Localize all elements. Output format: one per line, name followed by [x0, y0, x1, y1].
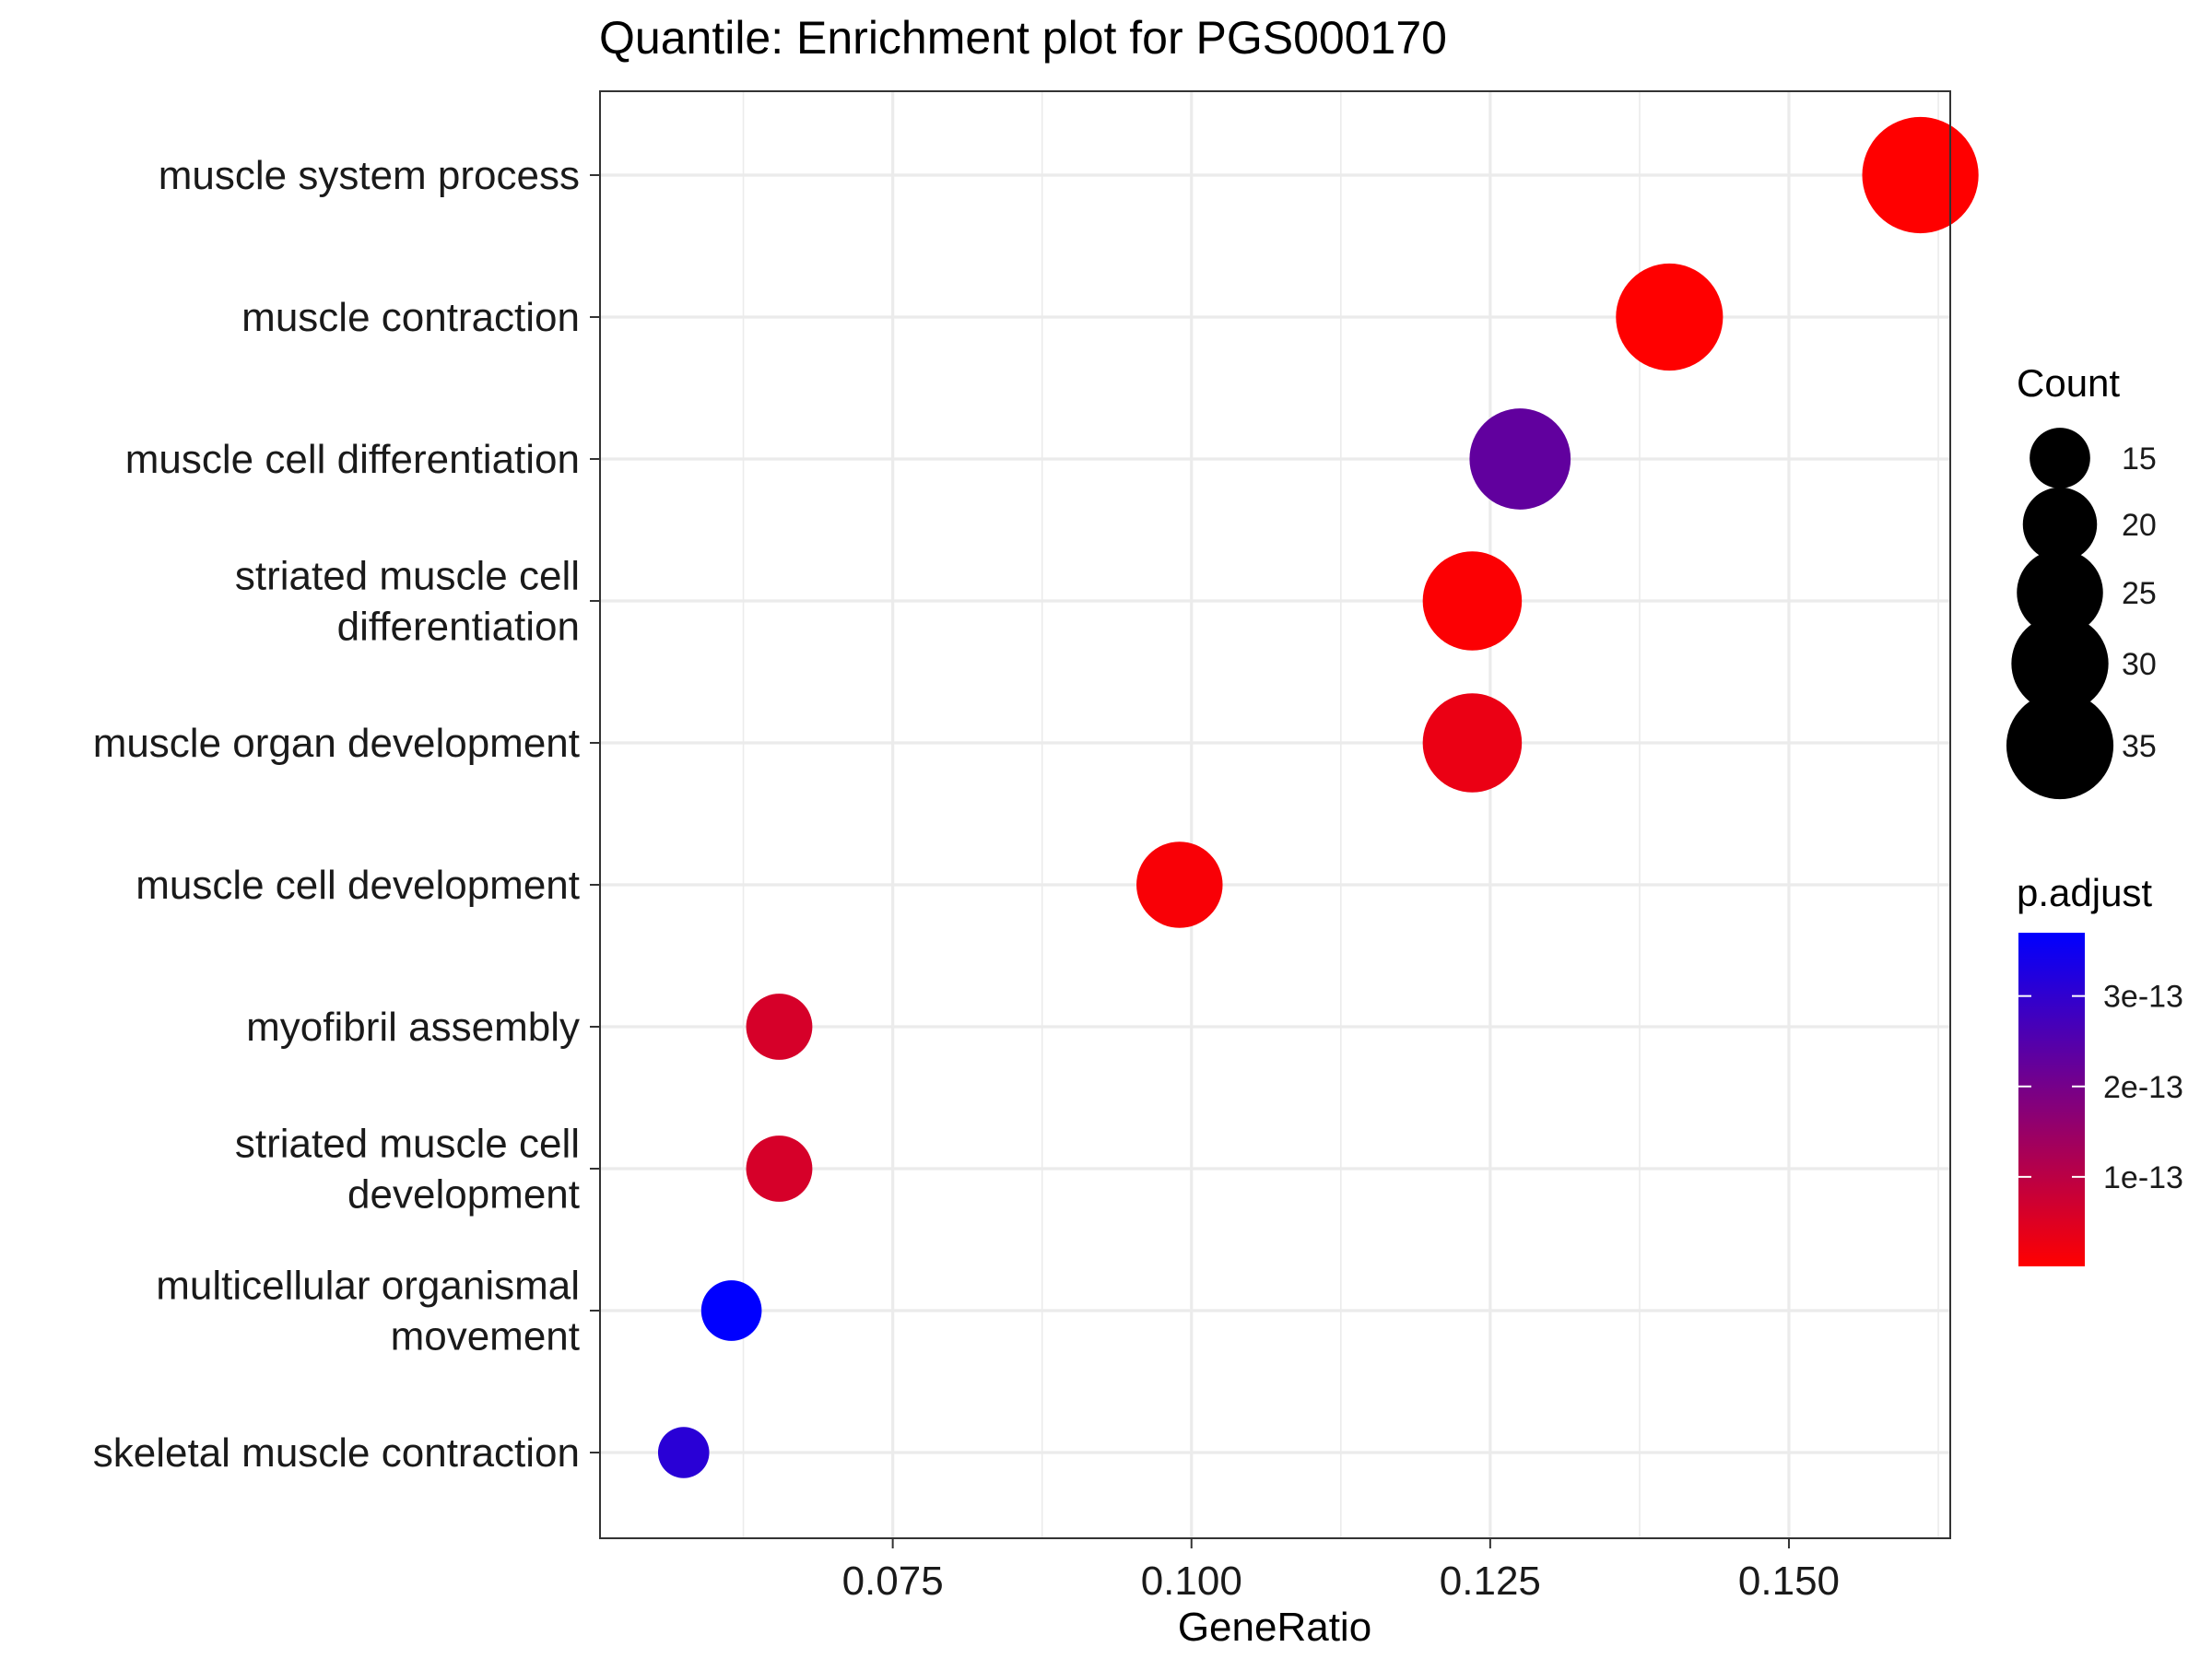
- color-legend-label: 2e-13: [2103, 1070, 2183, 1105]
- y-tick-label: muscle cell differentiation: [125, 437, 580, 482]
- data-point: [746, 1135, 813, 1202]
- y-tick-label: muscle cell development: [135, 863, 580, 908]
- y-tick-label: striated muscle cell: [235, 554, 580, 599]
- data-point: [746, 994, 813, 1060]
- size-legend-label: 20: [2122, 508, 2157, 543]
- color-legend-label: 3e-13: [2103, 980, 2183, 1015]
- chart-title: Quantile: Enrichment plot for PGS000170: [599, 12, 1447, 64]
- size-legend-key: [2006, 691, 2114, 800]
- data-point: [700, 1280, 762, 1341]
- size-legend-label: 15: [2122, 441, 2157, 477]
- data-point: [1862, 116, 1979, 234]
- size-legend-label: 30: [2122, 647, 2157, 682]
- x-axis-label: GeneRatio: [1178, 1605, 1371, 1650]
- y-tick-label: myofibril assembly: [246, 1005, 580, 1050]
- size-legend-key: [2017, 549, 2103, 636]
- x-tick-label: 0.150: [1738, 1559, 1840, 1604]
- x-tick-label: 0.100: [1141, 1559, 1242, 1604]
- x-tick-label: 0.075: [842, 1559, 944, 1604]
- y-tick-label: muscle contraction: [241, 295, 580, 340]
- data-point: [1422, 693, 1523, 793]
- color-legend-title: p.adjust: [2017, 871, 2152, 914]
- data-point: [1422, 551, 1523, 651]
- size-legend-title: Count: [2017, 361, 2120, 405]
- data-points: [657, 116, 1979, 1478]
- y-tick-label: multicellular organismal: [156, 1264, 580, 1309]
- y-tick-label: striated muscle cell: [235, 1122, 580, 1167]
- size-legend-key: [2030, 428, 2090, 488]
- y-tick-label: muscle system process: [159, 153, 580, 198]
- y-tick-label: skeletal muscle contraction: [93, 1430, 580, 1476]
- grid-lines: [600, 91, 1950, 1538]
- y-tick-label: muscle organ development: [93, 721, 580, 766]
- color-legend: p.adjust 3e-13 2e-13 1e-13: [2017, 871, 2183, 1266]
- y-axis: muscle system process muscle contraction m…: [93, 153, 600, 1476]
- size-legend-label: 35: [2122, 729, 2157, 764]
- color-bar: [2018, 933, 2085, 1266]
- size-legend-key: [2022, 487, 2098, 562]
- size-legend-label: 25: [2122, 576, 2157, 611]
- size-legend-key: [2011, 615, 2109, 712]
- x-tick-label: 0.125: [1440, 1559, 1541, 1604]
- plot-panel: [600, 91, 1950, 1538]
- plot-border: [599, 90, 1951, 1539]
- x-axis: 0.075 0.100 0.125 0.150: [842, 1538, 1840, 1604]
- y-tick-label: development: [347, 1172, 580, 1218]
- color-legend-label: 1e-13: [2103, 1160, 2183, 1195]
- y-tick-label: movement: [391, 1314, 580, 1359]
- size-legend: Count 15 20 25 30 35: [2006, 361, 2157, 800]
- data-point: [1616, 263, 1724, 371]
- data-point: [1136, 841, 1223, 928]
- data-point: [1469, 408, 1571, 510]
- y-tick-label: differentiation: [337, 605, 580, 650]
- data-point: [657, 1427, 710, 1478]
